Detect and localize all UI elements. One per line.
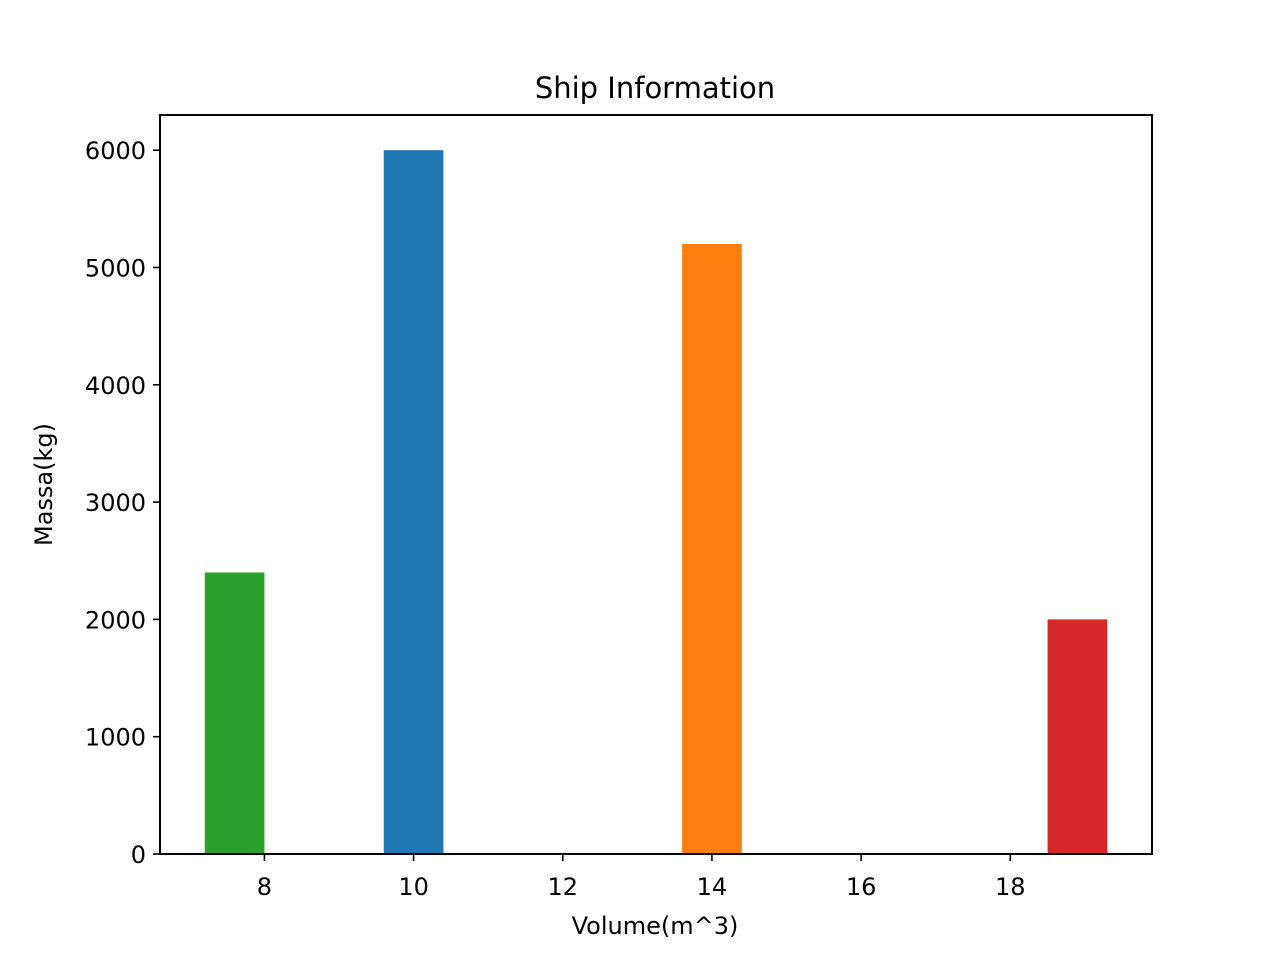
y-tick-label-6: 6000 <box>85 137 146 165</box>
x-axis-ticks: 8 10 12 14 16 18 <box>257 854 1026 901</box>
x-tick-label-2: 12 <box>547 873 578 901</box>
chart-title: Ship Information <box>535 71 775 105</box>
plot-frame <box>159 114 1153 855</box>
bar-1 <box>383 150 444 854</box>
bar-2 <box>682 244 742 855</box>
bar-3 <box>1047 619 1108 854</box>
y-tick-label-1: 1000 <box>85 724 146 752</box>
y-tick-label-2: 2000 <box>85 606 146 634</box>
x-tick-label-5: 18 <box>995 873 1026 901</box>
y-axis-label: Massa(kg) <box>30 423 58 546</box>
x-tick-label-1: 10 <box>398 873 429 901</box>
bar-0 <box>204 572 265 854</box>
x-tick-label-4: 16 <box>846 873 877 901</box>
y-tick-label-3: 3000 <box>85 489 146 517</box>
y-tick-label-0: 0 <box>131 841 146 869</box>
x-axis-label: Volume(m^3) <box>572 912 739 940</box>
y-tick-label-4: 4000 <box>85 372 146 400</box>
y-tick-label-5: 5000 <box>85 254 146 282</box>
bars-group <box>204 150 1108 855</box>
x-tick-label-0: 8 <box>257 873 272 901</box>
y-axis-ticks: 0 1000 2000 3000 4000 5000 6000 <box>85 137 160 869</box>
x-tick-label-3: 14 <box>697 873 728 901</box>
